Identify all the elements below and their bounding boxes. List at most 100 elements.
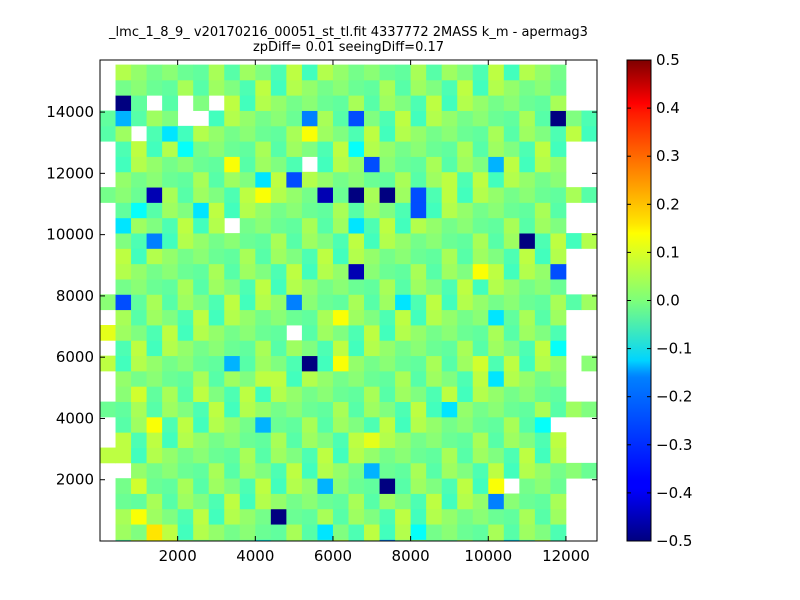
heatmap-cell: [534, 79, 551, 96]
heatmap-cell: [115, 294, 132, 311]
heatmap-cell: [115, 309, 132, 326]
heatmap-cell: [332, 386, 349, 402]
heatmap-cell: [410, 432, 427, 448]
heatmap-cell: [146, 171, 163, 188]
heatmap-cell: [332, 401, 349, 418]
heatmap-cell: [488, 187, 505, 203]
heatmap-cell: [472, 462, 489, 479]
heatmap-cell: [286, 355, 303, 372]
heatmap-cell: [534, 141, 551, 157]
heatmap-cell: [162, 370, 179, 387]
heatmap-cell: [348, 110, 365, 127]
heatmap-cell: [426, 156, 443, 173]
heatmap-cell: [519, 217, 536, 234]
heatmap-cell: [550, 171, 567, 188]
heatmap-cell: [177, 141, 194, 157]
heatmap-cell: [193, 79, 210, 96]
heatmap-cell: [239, 508, 256, 525]
heatmap-cell: [270, 432, 287, 448]
heatmap-cells: [100, 64, 597, 541]
heatmap-cell: [239, 279, 256, 295]
heatmap-cell: [286, 233, 303, 249]
heatmap-cell: [426, 125, 443, 142]
heatmap-cell: [286, 279, 303, 295]
heatmap-cell: [270, 416, 287, 433]
heatmap-cell: [146, 462, 163, 479]
heatmap-cell: [364, 386, 380, 402]
heatmap-cell: [317, 416, 334, 433]
heatmap-cell: [503, 64, 520, 81]
heatmap-cell: [224, 386, 241, 402]
heatmap-cell: [534, 340, 551, 357]
heatmap-cell: [193, 233, 210, 249]
heatmap-cell: [364, 340, 380, 357]
heatmap-cell: [457, 217, 474, 234]
heatmap-cell: [193, 462, 210, 479]
heatmap-cell: [441, 171, 458, 188]
heatmap-cell: [348, 125, 365, 142]
heatmap-cell: [239, 248, 256, 265]
heatmap-cell: [115, 508, 132, 525]
heatmap-cell: [441, 462, 458, 479]
heatmap-cell: [534, 171, 551, 188]
heatmap-cell: [395, 447, 412, 464]
heatmap-cell: [441, 508, 458, 525]
heatmap-cell: [395, 508, 412, 525]
colorbar-tick-label: 0.3: [656, 147, 680, 165]
heatmap-cell: [193, 401, 210, 418]
heatmap-cell: [193, 478, 210, 494]
heatmap-cell: [270, 462, 287, 479]
heatmap-cell: [488, 64, 505, 81]
heatmap-cell: [472, 447, 489, 464]
heatmap-cell: [457, 64, 474, 81]
heatmap-cell: [472, 187, 489, 203]
heatmap-cell: [441, 141, 458, 157]
heatmap-cell: [255, 95, 272, 111]
heatmap-cell: [301, 462, 318, 479]
heatmap-cell: [364, 462, 380, 479]
heatmap-cell: [286, 248, 303, 265]
heatmap-cell: [379, 432, 396, 448]
heatmap-cell: [364, 309, 380, 326]
heatmap-cell: [332, 340, 349, 357]
heatmap-cell: [255, 279, 272, 295]
heatmap-cell: [146, 233, 163, 249]
heatmap-cell: [162, 340, 179, 357]
heatmap-cell: [100, 110, 116, 127]
heatmap-cell: [534, 416, 551, 433]
heatmap-cell: [410, 95, 427, 111]
heatmap-cell: [224, 141, 241, 157]
heatmap-cell: [224, 64, 241, 81]
heatmap-cell: [395, 110, 412, 127]
heatmap-cell: [426, 370, 443, 387]
heatmap-cell: [146, 187, 163, 203]
heatmap-cell: [348, 309, 365, 326]
heatmap-cell: [193, 141, 210, 157]
heatmap-cell: [379, 524, 396, 540]
heatmap-cell: [395, 294, 412, 311]
heatmap-cell: [208, 233, 225, 249]
heatmap-cell: [364, 217, 380, 234]
heatmap-cell: [503, 508, 520, 525]
heatmap-cell: [364, 447, 380, 464]
heatmap-cell: [503, 79, 520, 96]
heatmap-cell: [426, 508, 443, 525]
heatmap-cell: [472, 370, 489, 387]
heatmap-cell: [379, 217, 396, 234]
heatmap-cell: [270, 125, 287, 142]
heatmap-cell: [208, 156, 225, 173]
heatmap-cell: [503, 370, 520, 387]
heatmap-cell: [410, 524, 427, 540]
heatmap-cell: [193, 524, 210, 540]
heatmap-cell: [224, 340, 241, 357]
heatmap-cell: [503, 110, 520, 127]
heatmap-cell: [519, 539, 536, 541]
heatmap-cell: [146, 401, 163, 418]
heatmap-cell: [426, 386, 443, 402]
heatmap-cell: [519, 340, 536, 357]
heatmap-cell: [550, 493, 567, 510]
heatmap-cell: [301, 95, 318, 111]
heatmap-cell: [239, 524, 256, 540]
heatmap-cell: [441, 401, 458, 418]
heatmap-cell: [550, 263, 567, 280]
